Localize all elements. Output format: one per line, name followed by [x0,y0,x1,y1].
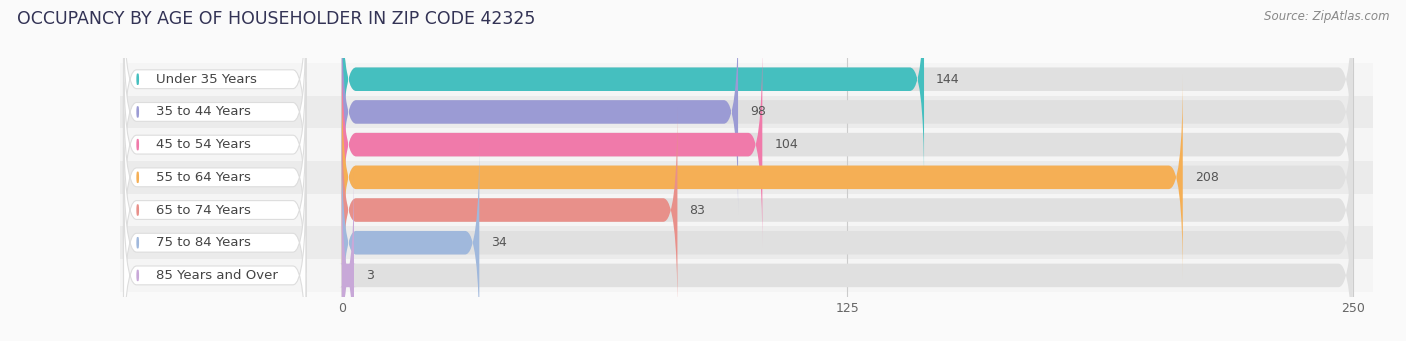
FancyBboxPatch shape [342,9,1353,214]
Text: 34: 34 [492,236,508,249]
FancyBboxPatch shape [342,9,738,214]
Text: 75 to 84 Years: 75 to 84 Years [156,236,250,249]
Text: 83: 83 [689,204,706,217]
Text: 208: 208 [1195,171,1219,184]
FancyBboxPatch shape [342,42,762,247]
Bar [120,259,1372,292]
Text: OCCUPANCY BY AGE OF HOUSEHOLDER IN ZIP CODE 42325: OCCUPANCY BY AGE OF HOUSEHOLDER IN ZIP C… [17,10,536,28]
Text: Under 35 Years: Under 35 Years [156,73,257,86]
Text: 144: 144 [936,73,960,86]
FancyBboxPatch shape [124,82,307,272]
Text: 65 to 74 Years: 65 to 74 Years [156,204,250,217]
Text: 98: 98 [751,105,766,118]
FancyBboxPatch shape [124,49,307,240]
Text: 3: 3 [366,269,374,282]
Text: Source: ZipAtlas.com: Source: ZipAtlas.com [1264,10,1389,23]
FancyBboxPatch shape [124,148,307,338]
Text: 45 to 54 Years: 45 to 54 Years [156,138,250,151]
Bar [120,95,1372,128]
FancyBboxPatch shape [342,140,1353,341]
Bar [120,194,1372,226]
FancyBboxPatch shape [342,0,1353,182]
Text: 55 to 64 Years: 55 to 64 Years [156,171,250,184]
FancyBboxPatch shape [342,173,1353,341]
FancyBboxPatch shape [342,75,1353,280]
Text: 85 Years and Over: 85 Years and Over [156,269,278,282]
Bar [120,226,1372,259]
Bar [120,128,1372,161]
Text: 35 to 44 Years: 35 to 44 Years [156,105,250,118]
FancyBboxPatch shape [124,115,307,305]
FancyBboxPatch shape [124,0,307,175]
FancyBboxPatch shape [342,75,1182,280]
FancyBboxPatch shape [342,140,479,341]
FancyBboxPatch shape [342,107,1353,313]
Bar [120,161,1372,194]
FancyBboxPatch shape [342,42,1353,247]
Text: 104: 104 [775,138,799,151]
FancyBboxPatch shape [340,173,356,341]
FancyBboxPatch shape [342,0,924,182]
FancyBboxPatch shape [124,17,307,207]
Bar [120,63,1372,95]
FancyBboxPatch shape [342,107,678,313]
FancyBboxPatch shape [124,180,307,341]
